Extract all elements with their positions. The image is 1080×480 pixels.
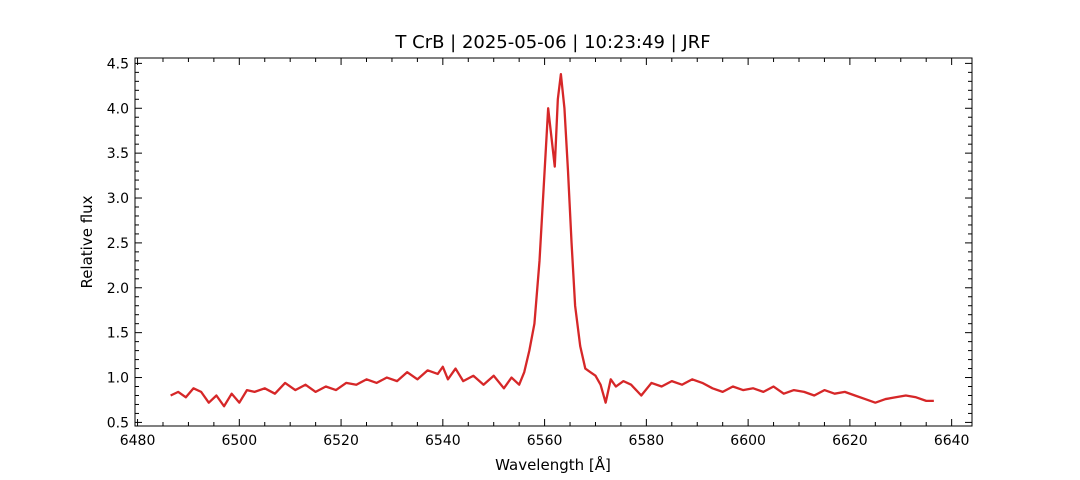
x-axis-label: Wavelength [Å] [495, 455, 611, 474]
x-tick-label: 6480 [120, 433, 156, 449]
x-tick-label: 6520 [323, 433, 359, 449]
x-tick-label: 6500 [221, 433, 257, 449]
y-tick-label: 3.0 [107, 191, 129, 207]
y-axis-label: Relative flux [78, 195, 96, 288]
y-tick-label: 2.5 [107, 236, 129, 252]
x-tick-label: 6640 [934, 433, 970, 449]
x-tick-label: 6540 [425, 433, 461, 449]
x-tick-label: 6620 [832, 433, 868, 449]
y-tick-label: 1.0 [107, 371, 129, 387]
plot-frame [134, 57, 973, 427]
y-tick-label: 4.5 [107, 56, 129, 72]
y-tick-label: 4.0 [107, 101, 129, 117]
y-tick-label: 1.5 [107, 326, 129, 342]
x-tick-label: 6580 [629, 433, 665, 449]
y-tick-label: 3.5 [107, 146, 129, 162]
chart-title: T CrB | 2025-05-06 | 10:23:49 | JRF [394, 32, 710, 53]
x-tick-label: 6600 [730, 433, 766, 449]
y-tick-label: 0.5 [107, 415, 129, 431]
x-tick-label: 6560 [527, 433, 563, 449]
y-tick-label: 2.0 [107, 281, 129, 297]
series-line [170, 73, 934, 408]
tick-group: 6480 6500 6520 6540 6560 6580 6600 6620 6640 0.5 1… [107, 56, 972, 449]
